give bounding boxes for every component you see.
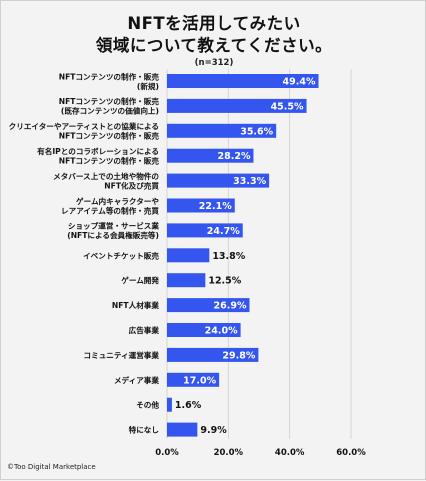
bar <box>167 273 206 288</box>
category-label: NFT人材事業 <box>112 300 160 310</box>
value-labels: 49.4% 45.5% 35.6% 28.2% 33.3% 22.1% 24.7% 13.8%… <box>175 77 316 437</box>
bar-value-label: 17.0% <box>183 375 216 386</box>
bar <box>167 347 259 362</box>
category-labels: NFTコンテンツの制作・販売(新規)NFTコンテンツの制作・販売(既存コンテンツ… <box>9 71 160 434</box>
bar-value-label: 49.4% <box>283 77 316 88</box>
bar-value-label: 24.0% <box>205 326 238 337</box>
bar <box>167 223 243 238</box>
bar <box>167 74 319 88</box>
bar <box>167 173 270 188</box>
category-label: (新規) <box>137 81 159 91</box>
category-label: NFTコンテンツの制作・販売 <box>59 71 160 81</box>
category-label: ゲーム内キャラクターや <box>76 196 159 206</box>
category-label: 特になし <box>129 425 159 435</box>
category-label: (既存コンテンツの価値向上) <box>61 106 159 116</box>
bar-value-label: 13.8% <box>212 251 245 262</box>
category-label: メタバース上での土地や物件の <box>53 171 159 181</box>
bar-value-label: 29.8% <box>222 350 255 361</box>
category-label: NFT化及び売買 <box>104 180 159 190</box>
bar <box>167 198 235 213</box>
bar-value-label: 24.7% <box>207 226 240 237</box>
bar-value-label: 12.5% <box>208 276 241 287</box>
category-label: 広告事業 <box>129 325 160 335</box>
bar <box>167 248 210 263</box>
bar-value-label: 1.6% <box>175 400 202 411</box>
sample-size-label: (n=312) <box>194 58 234 68</box>
x-tick-label: 60.0% <box>336 448 366 458</box>
bar-value-label: 35.6% <box>240 126 273 137</box>
bars <box>167 74 319 437</box>
bar <box>167 148 254 163</box>
bar <box>167 298 250 313</box>
category-label: コミュニティ運営事業 <box>84 350 160 360</box>
bar-value-label: 45.5% <box>271 101 304 112</box>
category-label: クリエイターやアーティストとの協業による <box>9 121 159 131</box>
bar <box>167 123 277 138</box>
category-label: NFTコンテンツの制作・販売 <box>59 155 160 165</box>
x-tick-label: 20.0% <box>214 448 244 458</box>
category-label: (NFTによる会員権販売等) <box>67 230 159 240</box>
bar <box>167 372 220 387</box>
category-label: 有名IPとのコラボレーションによる <box>37 146 159 156</box>
category-label: NFTコンテンツの制作・販売 <box>59 131 160 141</box>
bar <box>167 98 307 113</box>
x-tick-label: 40.0% <box>275 448 305 458</box>
category-label: イベントチケット販売 <box>83 250 159 260</box>
category-label: レアアイテム等の制作・売買 <box>61 205 159 215</box>
x-axis-ticks: 0.0% 20.0% 40.0% 60.0% <box>155 448 366 458</box>
category-label: その他 <box>136 400 159 410</box>
bar-value-label: 9.9% <box>200 425 227 436</box>
bar-value-label: 33.3% <box>233 176 266 187</box>
bar <box>167 397 172 412</box>
copyright-notice: ©Too Digital Marketplace <box>7 463 96 471</box>
bar-value-label: 28.2% <box>218 151 251 162</box>
category-label: ショップ運営・サービス業 <box>68 221 160 231</box>
category-label: メディア事業 <box>114 375 159 385</box>
chart-title-line-2: 領域について教えてください。 <box>95 36 333 55</box>
bar <box>167 323 241 337</box>
bar-value-label: 22.1% <box>199 201 232 212</box>
x-tick-label: 0.0% <box>155 448 179 458</box>
category-label: ゲーム開発 <box>121 275 159 285</box>
category-label: NFTコンテンツの制作・販売 <box>59 96 160 106</box>
chart-title-line-1: NFTを活用してみたい <box>127 14 301 33</box>
bar-value-label: 26.9% <box>214 301 247 312</box>
bar <box>167 422 198 437</box>
